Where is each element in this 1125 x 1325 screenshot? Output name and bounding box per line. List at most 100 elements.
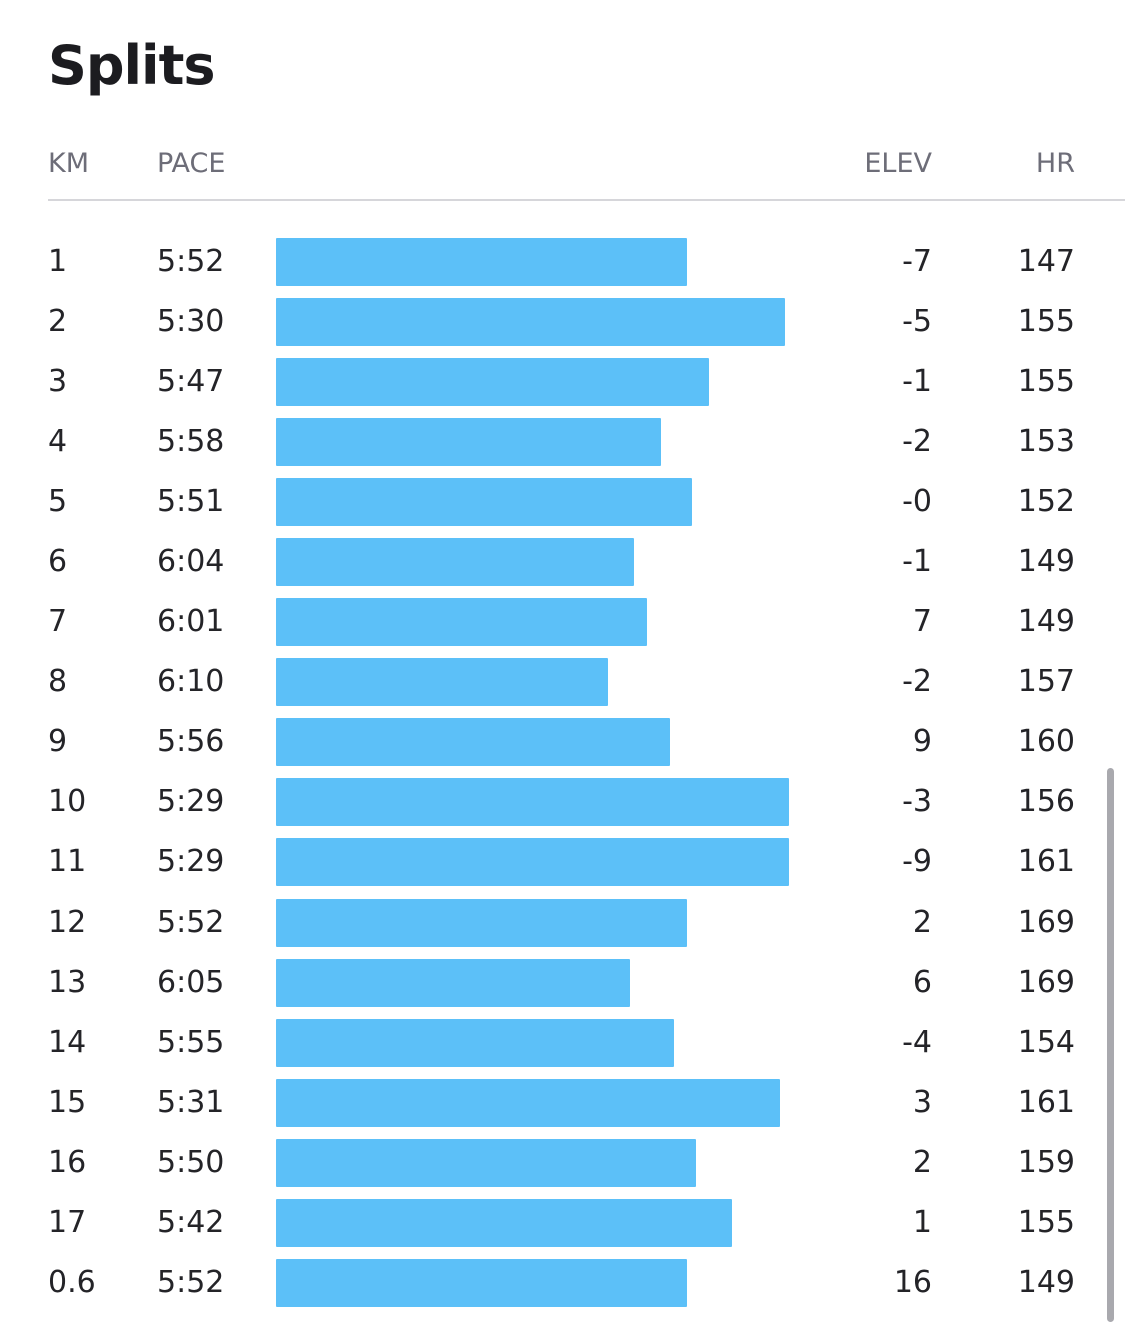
split-pace: 5:55 — [157, 1024, 225, 1060]
split-row[interactable]: 5 5:51 -0 152 — [0, 472, 1125, 532]
split-row[interactable]: 4 5:58 -2 153 — [0, 412, 1125, 472]
split-km: 14 — [48, 1024, 87, 1060]
split-pace: 5:47 — [157, 364, 225, 400]
split-hr: 147 — [1017, 244, 1075, 279]
column-header-pace: PACE — [157, 148, 226, 179]
split-pace: 6:04 — [157, 544, 225, 580]
split-pace: 5:56 — [157, 724, 225, 760]
split-hr: 157 — [1017, 664, 1075, 700]
split-elev: 7 — [912, 604, 932, 640]
split-hr: 161 — [1017, 1084, 1075, 1120]
split-row[interactable]: 14 5:55 -4 154 — [0, 1013, 1125, 1073]
split-km: 15 — [48, 1084, 87, 1120]
split-hr: 159 — [1017, 1144, 1075, 1180]
split-km: 9 — [48, 724, 68, 760]
pace-bar — [276, 718, 670, 767]
split-hr: 155 — [1017, 304, 1075, 340]
split-elev: 3 — [912, 1084, 932, 1120]
split-row[interactable]: 6 6:04 -1 149 — [0, 532, 1125, 592]
split-km: 17 — [48, 1204, 87, 1240]
split-hr: 149 — [1017, 1264, 1075, 1300]
split-pace: 6:10 — [157, 664, 225, 700]
splits-table-header: KM PACE ELEV HR — [0, 140, 1125, 188]
split-row[interactable]: 15 5:31 3 161 — [0, 1073, 1125, 1133]
split-pace: 5:29 — [157, 844, 225, 880]
split-pace: 5:50 — [157, 1144, 225, 1180]
pace-bar — [276, 598, 648, 647]
split-elev: -5 — [902, 304, 932, 340]
pace-bar — [276, 1138, 697, 1187]
column-header-km: KM — [48, 148, 90, 179]
split-row[interactable]: 2 5:30 -5 155 — [0, 292, 1125, 352]
header-divider — [48, 199, 1125, 201]
split-row[interactable]: 13 6:05 6 169 — [0, 953, 1125, 1013]
split-elev: -7 — [902, 244, 932, 279]
split-pace: 5:52 — [157, 904, 225, 940]
split-hr: 149 — [1017, 544, 1075, 580]
split-hr: 155 — [1017, 1204, 1075, 1240]
split-elev: -2 — [902, 664, 932, 700]
pace-bar — [276, 418, 661, 467]
split-pace: 5:52 — [157, 244, 225, 279]
split-elev: -2 — [902, 424, 932, 460]
split-row[interactable]: 1 5:52 -7 147 — [0, 232, 1125, 292]
pace-bar — [276, 658, 608, 707]
split-pace: 6:05 — [157, 964, 225, 1000]
split-elev: 16 — [893, 1264, 932, 1300]
split-row[interactable]: 12 5:52 2 169 — [0, 893, 1125, 953]
split-hr: 152 — [1017, 484, 1075, 520]
split-elev: -1 — [902, 364, 932, 400]
pace-bar — [276, 1078, 781, 1127]
split-hr: 156 — [1017, 784, 1075, 820]
split-hr: 154 — [1017, 1024, 1075, 1060]
split-row[interactable]: 10 5:29 -3 156 — [0, 772, 1125, 832]
split-elev: 2 — [912, 1144, 932, 1180]
split-elev: 6 — [912, 964, 932, 1000]
pace-bar — [276, 478, 692, 527]
pace-bar — [276, 838, 789, 887]
split-hr: 160 — [1017, 724, 1075, 760]
split-elev: 2 — [912, 904, 932, 940]
split-row[interactable]: 3 5:47 -1 155 — [0, 352, 1125, 412]
split-elev: 1 — [912, 1204, 932, 1240]
pace-bar — [276, 238, 688, 286]
split-km: 1 — [48, 244, 68, 279]
split-pace: 5:30 — [157, 304, 225, 340]
pace-bar — [276, 1018, 675, 1067]
split-km: 4 — [48, 424, 68, 460]
pace-bar — [276, 358, 710, 407]
split-pace: 5:52 — [157, 1264, 225, 1300]
split-elev: -0 — [902, 484, 932, 520]
split-hr: 169 — [1017, 904, 1075, 940]
split-row[interactable]: 8 6:10 -2 157 — [0, 652, 1125, 712]
split-row[interactable]: 16 5:50 2 159 — [0, 1133, 1125, 1193]
pace-bar — [276, 298, 785, 347]
split-row[interactable]: 0.6 5:52 16 149 — [0, 1253, 1125, 1313]
split-km: 0.6 — [48, 1264, 96, 1300]
pace-bar — [276, 778, 789, 827]
pace-bar — [276, 898, 688, 947]
split-pace: 5:42 — [157, 1204, 225, 1240]
split-km: 7 — [48, 604, 68, 640]
split-km: 3 — [48, 364, 68, 400]
split-hr: 155 — [1017, 364, 1075, 400]
split-km: 2 — [48, 304, 68, 340]
split-elev: -1 — [902, 544, 932, 580]
scrollbar[interactable] — [1107, 768, 1114, 1322]
pace-bar — [276, 1198, 732, 1247]
split-hr: 161 — [1017, 844, 1075, 880]
split-elev: -9 — [902, 844, 932, 880]
split-km: 10 — [48, 784, 87, 820]
split-km: 5 — [48, 484, 68, 520]
split-km: 6 — [48, 544, 68, 580]
splits-list[interactable]: 1 5:52 -7 147 2 5:30 -5 155 3 5:47 -1 155 4 5:58 -2 153… — [0, 232, 1125, 1313]
split-pace: 5:58 — [157, 424, 225, 460]
split-row[interactable]: 17 5:42 1 155 — [0, 1193, 1125, 1253]
split-row[interactable]: 11 5:29 -9 161 — [0, 832, 1125, 892]
split-row[interactable]: 9 5:56 9 160 — [0, 712, 1125, 772]
page-title: Splits — [48, 34, 216, 97]
column-header-hr: HR — [1035, 148, 1075, 179]
pace-bar — [276, 538, 635, 587]
split-row[interactable]: 7 6:01 7 149 — [0, 592, 1125, 652]
split-hr: 153 — [1017, 424, 1075, 460]
